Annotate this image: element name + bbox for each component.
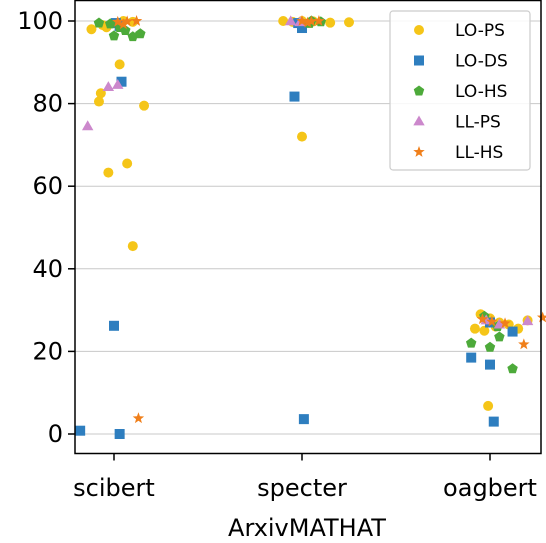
data-point — [122, 158, 133, 169]
data-point — [507, 326, 518, 337]
data-point — [112, 15, 124, 27]
data-point — [285, 15, 297, 26]
data-point — [127, 241, 138, 252]
data-point — [139, 100, 150, 111]
legend-label-ll-hs: LL-HS — [455, 143, 503, 163]
data-point — [518, 338, 530, 350]
data-point — [479, 325, 490, 336]
legend-marker-lo-ps — [414, 25, 424, 35]
legend: LO-PS LO-DS LO-HS LL-PS LL-HS — [389, 10, 531, 171]
data-point — [494, 331, 505, 342]
legend-entries: LO-PS LO-DS LO-HS LL-PS LL-HS — [413, 21, 508, 163]
data-point — [86, 24, 97, 35]
data-point — [289, 91, 300, 102]
legend-marker-ll-ps — [413, 115, 425, 126]
data-point — [114, 59, 125, 70]
legend-marker-ll-hs — [413, 146, 425, 157]
y-tick-label: 100 — [17, 7, 63, 35]
data-point — [93, 96, 104, 107]
data-point — [81, 120, 94, 131]
x-tick-label-scibert: scibert — [73, 474, 155, 502]
data-point — [476, 313, 489, 325]
data-point — [278, 16, 289, 26]
y-tick-label: 20 — [32, 337, 63, 365]
data-point — [75, 425, 86, 436]
data-point — [488, 416, 499, 427]
data-point — [108, 30, 120, 41]
legend-label-lo-ds: LO-DS — [455, 52, 508, 72]
data-point — [116, 76, 127, 87]
data-point — [103, 167, 114, 178]
y-axis: 0 20 40 60 80 100 — [17, 7, 75, 448]
data-point — [297, 23, 307, 34]
data-point — [469, 323, 480, 334]
data-point — [114, 429, 125, 439]
data-point — [521, 315, 534, 326]
data-point — [484, 341, 496, 352]
data-point — [486, 315, 498, 327]
data-point — [121, 15, 133, 27]
data-point — [130, 15, 143, 26]
data-point — [105, 18, 116, 29]
data-point — [298, 414, 309, 425]
data-point — [499, 317, 511, 329]
legend-marker-lo-hs — [413, 85, 425, 96]
data-point — [297, 131, 307, 142]
data-point — [120, 25, 131, 35]
data-point — [344, 17, 354, 28]
legend-marker-lo-ds — [414, 55, 424, 66]
legend-label-lo-ps: LO-PS — [455, 21, 505, 41]
x-tick-label-oagbert: oagbert — [443, 474, 537, 502]
data-point — [296, 15, 308, 26]
data-point — [112, 79, 124, 89]
data-point — [127, 31, 139, 42]
data-point — [301, 16, 314, 28]
legend-label-lo-hs: LO-HS — [455, 82, 507, 102]
x-axis-title: ArxivMATHAT — [228, 514, 386, 542]
plot-area-frame — [74, 0, 542, 455]
data-point — [117, 18, 130, 30]
data-point — [483, 400, 494, 411]
data-point — [325, 17, 336, 28]
data-points — [75, 15, 546, 439]
y-tick-label: 40 — [32, 255, 63, 283]
x-axis: scibert specter oagbert — [73, 453, 537, 502]
legend-frame — [389, 10, 531, 171]
data-point — [109, 320, 119, 331]
x-tick-label-specter: specter — [257, 474, 347, 502]
data-point — [465, 337, 477, 348]
y-tick-label: 0 — [48, 420, 63, 448]
y-tick-label: 80 — [32, 90, 63, 118]
data-point — [93, 17, 105, 28]
data-point — [313, 15, 325, 26]
data-point — [132, 412, 145, 424]
data-point — [135, 28, 146, 39]
data-point — [102, 81, 115, 91]
data-point — [466, 352, 477, 363]
y-tick-label: 60 — [32, 172, 63, 200]
data-point — [485, 359, 495, 370]
legend-label-ll-ps: LL-PS — [455, 113, 501, 133]
data-point — [507, 363, 518, 374]
